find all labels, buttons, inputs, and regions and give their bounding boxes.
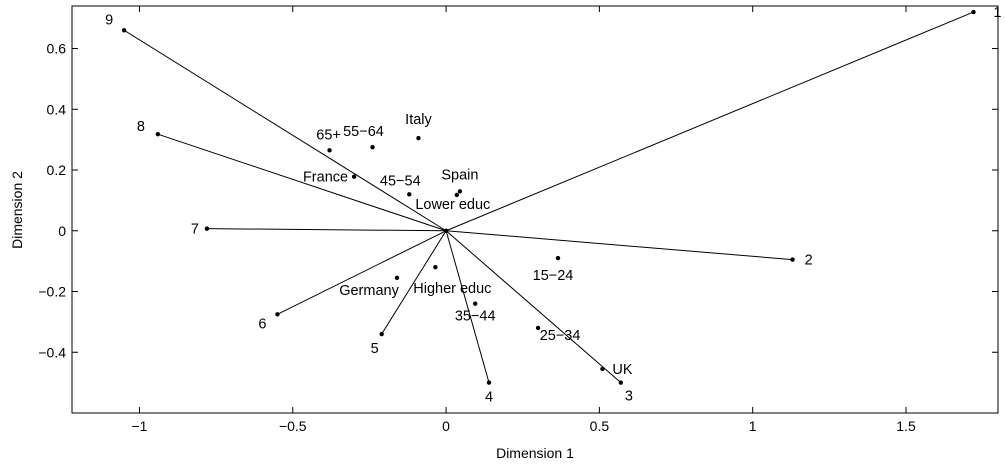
y-tick-label: 0.2	[47, 162, 67, 178]
vector-line	[445, 230, 490, 383]
origin-point	[443, 228, 449, 233]
vector-end-point	[486, 380, 492, 385]
point-label: 15−24	[533, 268, 574, 284]
vector-label: 3	[625, 389, 633, 405]
vector-label: 7	[191, 222, 199, 238]
point-label: 65+	[316, 127, 341, 143]
category-point	[394, 275, 400, 281]
vector-end-point	[790, 257, 795, 262]
vector-label: 4	[485, 390, 493, 406]
point-label: Italy	[405, 112, 432, 128]
y-tick-label: 0.4	[47, 101, 67, 117]
vector-end-point	[155, 131, 161, 137]
vector-end-point	[204, 226, 210, 231]
plot-frame	[71, 5, 999, 414]
x-tick-label: 0	[442, 418, 450, 434]
category-point	[600, 366, 605, 372]
vector-line	[206, 228, 447, 232]
vector-line	[157, 133, 447, 232]
point-label: Higher educ	[413, 281, 491, 297]
vector-end-point	[618, 380, 624, 385]
category-point	[407, 192, 412, 197]
vector-line	[446, 230, 793, 261]
point-label: Spain	[441, 167, 478, 183]
y-tick-label: 0	[58, 223, 66, 239]
vector-label: 5	[371, 341, 379, 357]
x-tick-label: 0.5	[590, 418, 610, 434]
vector-end-point	[275, 312, 280, 317]
category-point	[433, 265, 438, 270]
point-label: Lower educ	[415, 197, 490, 213]
vector-end-point	[379, 331, 384, 337]
category-point	[327, 148, 332, 153]
vector-label: 1	[993, 5, 1001, 21]
category-point	[416, 135, 421, 141]
category-points: 65+ 55−64 Italy France 45−54 Spain Lower educ G…	[303, 112, 633, 378]
vector-line	[123, 29, 447, 232]
y-tick-label: 0.6	[47, 41, 67, 57]
vector-line	[445, 11, 974, 232]
y-tick-label: −0.4	[38, 344, 66, 360]
vector-label: 8	[137, 119, 145, 135]
vector-label: 2	[805, 253, 813, 269]
vector-label: 9	[105, 12, 113, 28]
category-point	[457, 189, 463, 194]
y-axis-label: Dimension 2	[9, 171, 25, 249]
vector-line	[445, 230, 622, 384]
vector-label: 6	[258, 316, 266, 332]
axis-ticks: −1 −0.5 0 0.5 1 1.5 −0.4 −0.2 0 0.2 0.4 0.6	[38, 6, 998, 434]
category-point	[370, 145, 375, 150]
point-label: Germany	[339, 283, 399, 299]
point-label: 55−64	[343, 124, 384, 140]
x-tick-label: 1.5	[896, 418, 916, 434]
category-point	[555, 255, 561, 261]
category-point	[454, 192, 460, 198]
vector-line	[277, 230, 447, 315]
vector-end-point	[971, 9, 976, 15]
point-label: 35−44	[455, 309, 496, 325]
point-label: France	[303, 170, 348, 186]
point-label: UK	[612, 362, 632, 378]
category-point	[535, 325, 541, 331]
x-tick-label: 1	[749, 418, 757, 434]
x-tick-label: −0.5	[279, 418, 307, 434]
point-label: 25−34	[540, 328, 581, 344]
x-tick-label: −1	[131, 418, 147, 434]
point-label: 45−54	[380, 173, 421, 189]
biplot-vectors: 1 2 3 4 5 6 7 8 9	[105, 5, 1001, 406]
x-axis-label: Dimension 1	[496, 445, 574, 461]
category-point	[473, 301, 478, 306]
category-point	[351, 174, 357, 179]
vector-line	[381, 230, 447, 335]
y-tick-label: −0.2	[38, 284, 66, 300]
vector-end-point	[121, 28, 127, 33]
